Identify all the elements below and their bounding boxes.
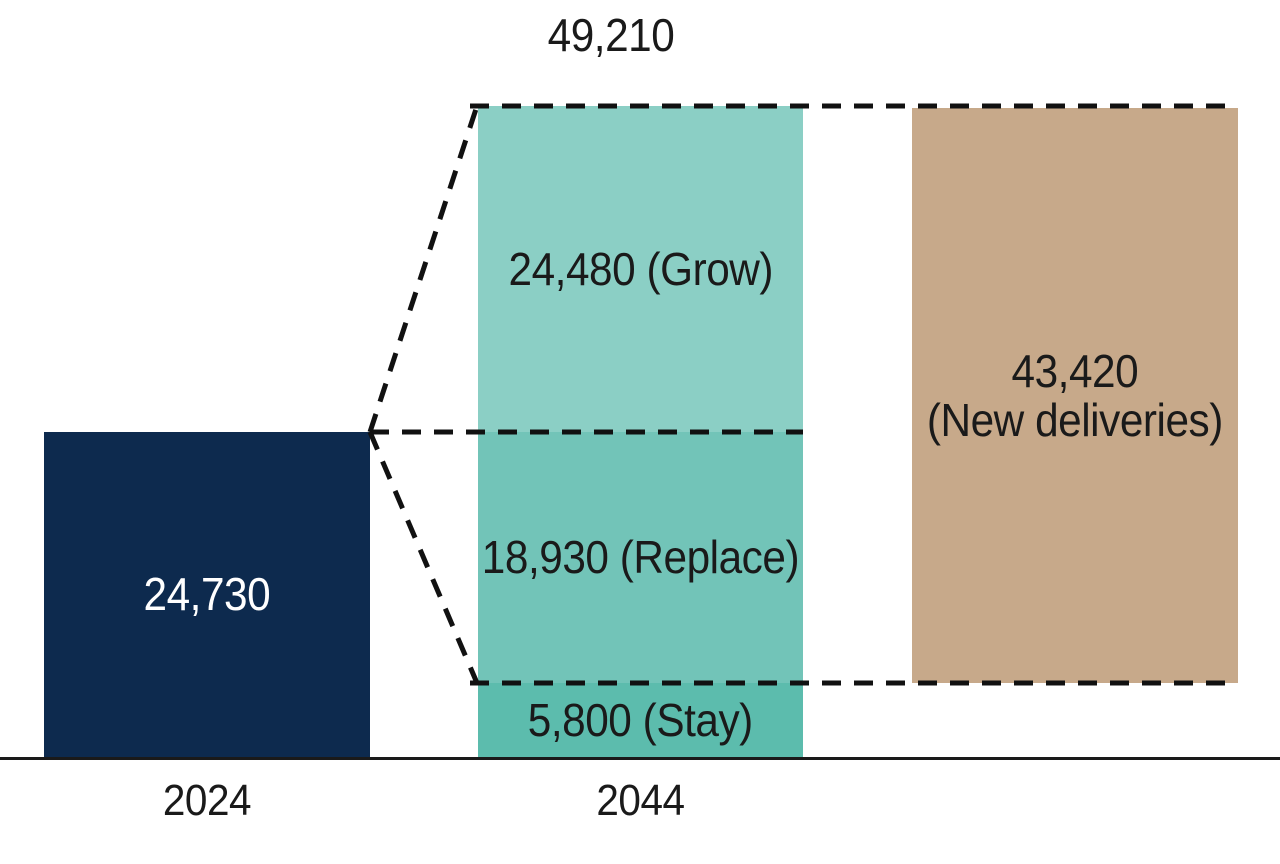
x-axis-line — [0, 757, 1280, 760]
segment-replace-label: 18,930 (Replace) — [481, 531, 800, 584]
segment-grow-label: 24,480 (Grow) — [508, 242, 773, 295]
bar-2024-fleet: 24,730 — [44, 432, 370, 757]
new-deliveries-value: 43,420 — [1011, 345, 1139, 398]
bar-2024-value-label: 24,730 — [143, 568, 271, 621]
bar-2044-segment-replace: 18,930 (Replace) — [478, 432, 803, 683]
total-2044-label: 49,210 — [547, 8, 675, 61]
x-axis-label-2024: 2024 — [162, 776, 252, 825]
bar-2044-segment-grow: 24,480 (Grow) — [478, 106, 803, 432]
dashed-line-upper-diagonal — [367, 105, 480, 433]
dashed-line-lower-diagonal — [367, 431, 480, 684]
x-axis-label-2044: 2044 — [596, 776, 685, 825]
new-deliveries-caption: (New deliveries) — [926, 393, 1224, 446]
segment-stay-label: 5,800 (Stay) — [527, 693, 753, 746]
new-deliveries-label: 43,420 (New deliveries) — [927, 347, 1223, 444]
bar-2044-segment-stay: 5,800 (Stay) — [478, 683, 803, 757]
bar-new-deliveries: 43,420 (New deliveries) — [912, 108, 1238, 683]
